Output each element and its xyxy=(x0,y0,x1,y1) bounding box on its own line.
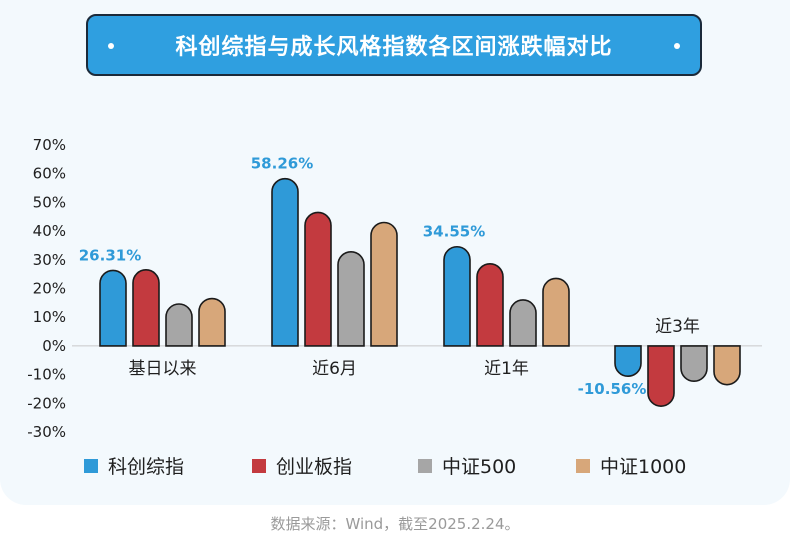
y-tick-label: 70% xyxy=(33,136,66,154)
chart-title-box: 科创综指与成长风格指数各区间涨跌幅对比 xyxy=(86,14,702,76)
bar-2-3 xyxy=(476,263,504,347)
data-label: 58.26% xyxy=(251,155,313,173)
bar-1-4 xyxy=(614,345,642,378)
category-label: 近1年 xyxy=(484,359,529,379)
bar-4-2 xyxy=(370,221,398,347)
bar-1-2 xyxy=(271,177,299,347)
legend-swatch-series-3 xyxy=(418,458,432,473)
bar-1-1 xyxy=(99,269,127,347)
legend-swatch-series-4 xyxy=(576,458,590,473)
bar-1-3 xyxy=(443,245,471,347)
y-tick-label: -30% xyxy=(27,423,66,441)
y-tick-label: 20% xyxy=(33,280,66,298)
title-right-dot xyxy=(674,43,680,49)
y-tick-label: 40% xyxy=(33,222,66,240)
y-tick-label: 60% xyxy=(33,165,66,183)
legend-label-series-2: 创业板指 xyxy=(276,456,353,478)
y-tick-label: 10% xyxy=(33,308,66,326)
bar-4-1 xyxy=(198,297,226,347)
title-left-dot xyxy=(108,43,114,49)
y-tick-label: 0% xyxy=(42,337,66,355)
bar-3-3 xyxy=(509,299,537,347)
bar-3-4 xyxy=(680,345,708,382)
category-label: 近6月 xyxy=(312,359,357,379)
category-label: 近3年 xyxy=(655,317,700,337)
bar-4-3 xyxy=(542,277,570,347)
legend-item-series-4: 中证1000 xyxy=(576,452,686,479)
legend-item-series-3: 中证500 xyxy=(418,452,576,479)
y-tick-label: -10% xyxy=(27,366,66,384)
chart-legend: 科创综指 创业板指 中证500 中证1000 xyxy=(84,452,686,479)
chart-title: 科创综指与成长风格指数各区间涨跌幅对比 xyxy=(175,35,613,60)
bar-2-1 xyxy=(132,269,160,347)
category-label: 基日以来 xyxy=(129,359,197,379)
y-tick-label: 50% xyxy=(33,193,66,211)
bar-3-1 xyxy=(165,303,193,347)
data-label: -10.56% xyxy=(578,380,647,398)
bar-4-4 xyxy=(713,345,741,386)
legend-item-series-1: 科创综指 xyxy=(84,452,252,479)
legend-label-series-4: 中证1000 xyxy=(600,456,687,478)
legend-label-series-3: 中证500 xyxy=(442,456,517,478)
legend-label-series-1: 科创综指 xyxy=(108,456,185,478)
y-tick-label: 30% xyxy=(33,251,66,269)
data-label: 26.31% xyxy=(79,246,141,264)
legend-item-series-2: 创业板指 xyxy=(252,452,418,479)
bar-2-2 xyxy=(304,211,332,347)
bar-3-2 xyxy=(337,250,365,347)
data-label: 34.55% xyxy=(423,223,485,241)
legend-swatch-series-2 xyxy=(252,458,266,473)
bar-2-4 xyxy=(647,345,675,407)
y-tick-label: -20% xyxy=(27,394,66,412)
legend-swatch-series-1 xyxy=(84,458,98,473)
source-note: 数据来源：Wind，截至2025.2.24。 xyxy=(270,515,520,533)
